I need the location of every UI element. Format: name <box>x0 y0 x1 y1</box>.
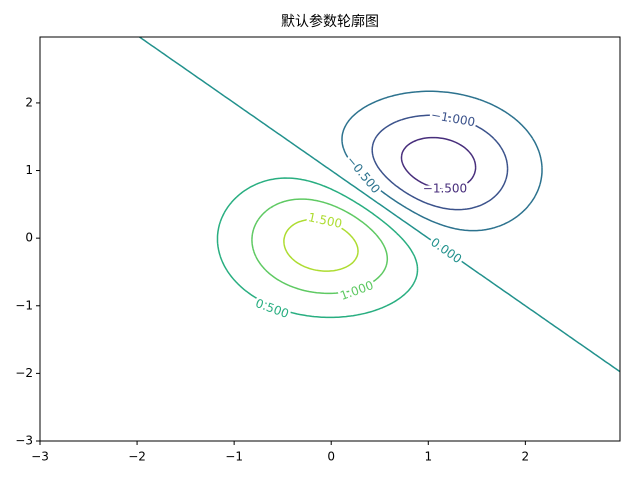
x-tick-label: −2 <box>128 450 146 464</box>
contour-label: −1.000 <box>430 108 476 130</box>
y-tick-label: 1 <box>25 163 33 177</box>
plot-area: −1.500 −1.000 −0.500 0.000 0.500 1.000 1.500 <box>139 37 620 373</box>
x-tick-label: −1 <box>225 450 243 464</box>
axes-frame <box>39 36 621 442</box>
y-tick-label: −3 <box>15 434 33 448</box>
contour-line <box>251 198 389 295</box>
contour-line <box>400 136 477 190</box>
contour-label: 1.500 <box>307 210 344 231</box>
x-tick-label: −3 <box>31 450 49 464</box>
y-tick-label: 2 <box>25 95 33 109</box>
contour-label: 0.500 <box>254 296 291 321</box>
y-tick-label: −1 <box>15 298 33 312</box>
x-tick-label: 1 <box>424 450 432 464</box>
contour-line <box>283 218 359 272</box>
contour-line <box>341 90 543 232</box>
contour-label: −1.500 <box>423 182 467 196</box>
contour-label: −0.500 <box>344 153 383 196</box>
chart-title: 默认参数轮廓图 <box>281 13 379 30</box>
contour-label: 0.000 <box>428 235 464 266</box>
contour-line <box>371 114 509 211</box>
contour-label: 1.000 <box>338 278 375 303</box>
x-tick-label: 2 <box>522 450 530 464</box>
contour-line <box>216 177 419 319</box>
y-tick-label: −2 <box>15 366 33 380</box>
x-tick-label: 0 <box>327 450 335 464</box>
y-tick-label: 0 <box>25 231 33 245</box>
contour-line <box>139 37 620 373</box>
